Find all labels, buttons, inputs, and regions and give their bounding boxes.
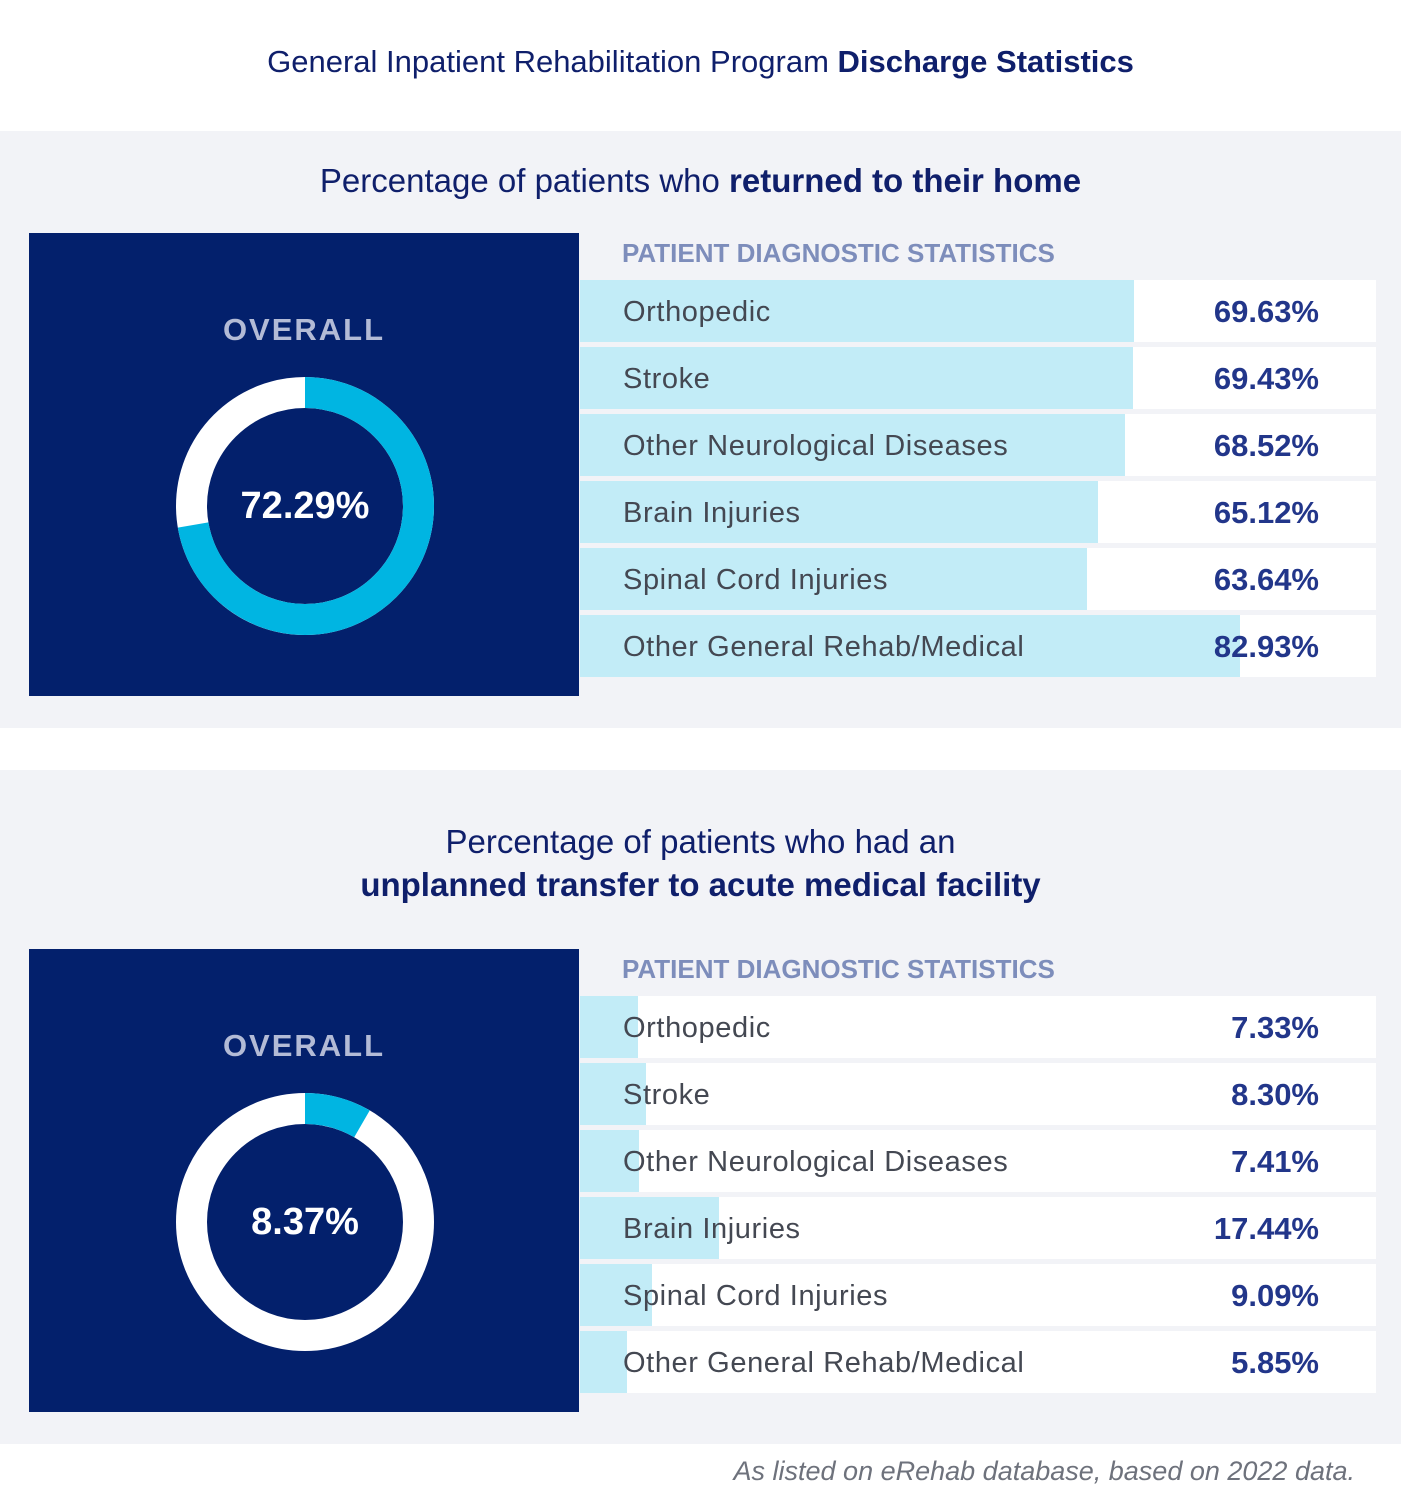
value-label: 5.85% <box>1231 1345 1319 1380</box>
home-return-title-bold: returned to their home <box>729 162 1082 199</box>
bar <box>580 414 1126 476</box>
bar-row: Stroke 8.30% <box>580 1063 1376 1125</box>
bar-row: Other General Rehab/Medical 82.93% <box>580 615 1376 677</box>
category-label: Brain Injuries <box>623 497 801 529</box>
bar <box>580 1264 653 1326</box>
bar-row: Other Neurological Diseases 68.52% <box>580 414 1376 476</box>
transfer-overall-box: OVERALL 8.37% <box>29 949 579 1412</box>
bar-row: Orthopedic 7.33% <box>580 996 1376 1058</box>
bar-row: Spinal Cord Injuries 63.64% <box>580 548 1376 610</box>
value-label: 82.93% <box>1213 629 1319 664</box>
value-label: 68.52% <box>1213 428 1319 463</box>
home-return-donut-arc <box>176 377 434 635</box>
category-label: Other Neurological Diseases <box>623 430 1009 462</box>
transfer-title-line1: Percentage of patients who had an <box>445 823 956 860</box>
home-return-overall-label: OVERALL <box>222 312 386 347</box>
category-label: Other Neurological Diseases <box>623 1146 1009 1178</box>
bar <box>580 548 1087 610</box>
value-label: 8.30% <box>1231 1077 1319 1112</box>
value-label: 69.43% <box>1213 361 1319 396</box>
value-label: 7.33% <box>1231 1010 1319 1045</box>
transfer-stats-header: PATIENT DIAGNOSTIC STATISTICS <box>622 954 1055 984</box>
home-return-overall-value: 72.29% <box>240 485 370 527</box>
footnote: As listed on eRehab database, based on 2… <box>733 1456 1355 1486</box>
bar-row: Brain Injuries 17.44% <box>580 1197 1376 1259</box>
bar <box>580 1331 627 1393</box>
bar <box>580 1130 639 1192</box>
bar <box>580 1197 719 1259</box>
home-return-title: Percentage of patients who returned to t… <box>0 159 1401 202</box>
category-label: Stroke <box>623 1079 711 1111</box>
bar <box>580 1063 647 1125</box>
home-return-stats-header: PATIENT DIAGNOSTIC STATISTICS <box>622 238 1055 268</box>
value-label: 17.44% <box>1213 1211 1319 1246</box>
bar-row: Other Neurological Diseases 7.41% <box>580 1130 1376 1192</box>
page-title-normal: General Inpatient Rehabilitation Program <box>267 44 838 79</box>
home-return-donut <box>176 377 434 635</box>
bar-row: Stroke 69.43% <box>580 347 1376 409</box>
page-title: General Inpatient Rehabilitation Program… <box>0 44 1401 80</box>
category-label: Orthopedic <box>623 1012 771 1044</box>
transfer-panel: Percentage of patients who had an unplan… <box>0 770 1401 1444</box>
category-label: Orthopedic <box>623 296 771 328</box>
home-return-title-normal: Percentage of patients who <box>319 162 730 199</box>
bar <box>580 481 1099 543</box>
value-label: 9.09% <box>1231 1278 1319 1313</box>
home-return-panel: Percentage of patients who returned to t… <box>0 131 1401 728</box>
category-label: Stroke <box>623 363 711 395</box>
category-label: Other General Rehab/Medical <box>623 1347 1025 1379</box>
transfer-overall-value: 8.37% <box>251 1201 359 1243</box>
value-label: 7.41% <box>1231 1144 1319 1179</box>
page-title-bold: Discharge Statistics <box>837 44 1134 79</box>
bar <box>580 615 1241 677</box>
transfer-title: Percentage of patients who had an unplan… <box>0 820 1401 906</box>
bar-row: Brain Injuries 65.12% <box>580 481 1376 543</box>
bar <box>580 996 639 1058</box>
bar <box>580 280 1135 342</box>
value-label: 63.64% <box>1213 562 1319 597</box>
bar <box>580 347 1133 409</box>
category-label: Other General Rehab/Medical <box>623 631 1025 663</box>
transfer-donut <box>176 1093 434 1351</box>
category-label: Brain Injuries <box>623 1213 801 1245</box>
transfer-title-bold: unplanned transfer to acute medical faci… <box>360 866 1041 903</box>
bar-row: Orthopedic 69.63% <box>580 280 1376 342</box>
transfer-overall-label: OVERALL <box>222 1028 386 1063</box>
home-return-overall-box: OVERALL 72.29% <box>29 233 579 696</box>
transfer-donut-arc <box>176 1093 434 1351</box>
value-label: 65.12% <box>1213 495 1319 530</box>
value-label: 69.63% <box>1213 294 1319 329</box>
bar-row: Other General Rehab/Medical 5.85% <box>580 1331 1376 1393</box>
category-label: Spinal Cord Injuries <box>623 1280 889 1312</box>
bar-row: Spinal Cord Injuries 9.09% <box>580 1264 1376 1326</box>
category-label: Spinal Cord Injuries <box>623 564 889 596</box>
